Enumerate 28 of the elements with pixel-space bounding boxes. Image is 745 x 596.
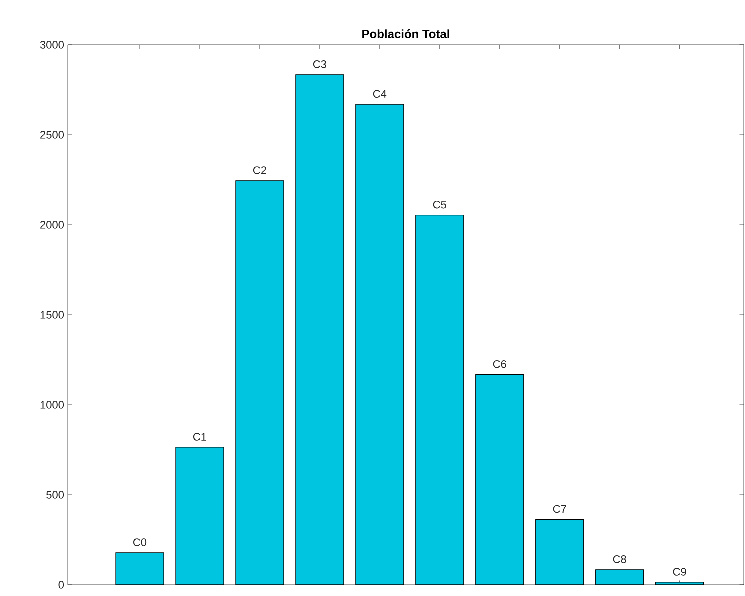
y-tick-label: 2000 — [40, 221, 64, 229]
x-tick-label: C4 — [373, 90, 387, 98]
bar — [236, 180, 284, 586]
bar — [416, 214, 464, 586]
bar — [536, 519, 584, 586]
x-tick-label: C3 — [313, 60, 326, 68]
bar — [176, 447, 224, 586]
x-tick-label: C8 — [613, 556, 626, 564]
x-tick-label: C9 — [673, 568, 686, 576]
y-tick-label: 0 — [58, 581, 64, 589]
chart-title: Población Total — [362, 30, 450, 38]
bar — [116, 552, 164, 586]
x-tick-label: C0 — [134, 538, 147, 546]
bar — [476, 374, 524, 586]
bar — [356, 104, 404, 586]
y-tick-label: 2500 — [40, 131, 64, 139]
x-tick-label: C1 — [194, 433, 206, 441]
y-tick-label: 1000 — [40, 401, 64, 409]
bar — [296, 74, 344, 586]
x-tick-label: C2 — [253, 166, 266, 174]
bar — [596, 570, 644, 586]
bar — [656, 582, 704, 586]
x-tick-label: C6 — [493, 360, 506, 368]
y-tick-label: 500 — [46, 491, 64, 499]
x-tick-label: C7 — [553, 505, 566, 514]
y-tick-label: 3000 — [40, 41, 64, 49]
x-tick-label: C5 — [433, 200, 446, 209]
y-tick-label: 1500 — [40, 311, 64, 319]
